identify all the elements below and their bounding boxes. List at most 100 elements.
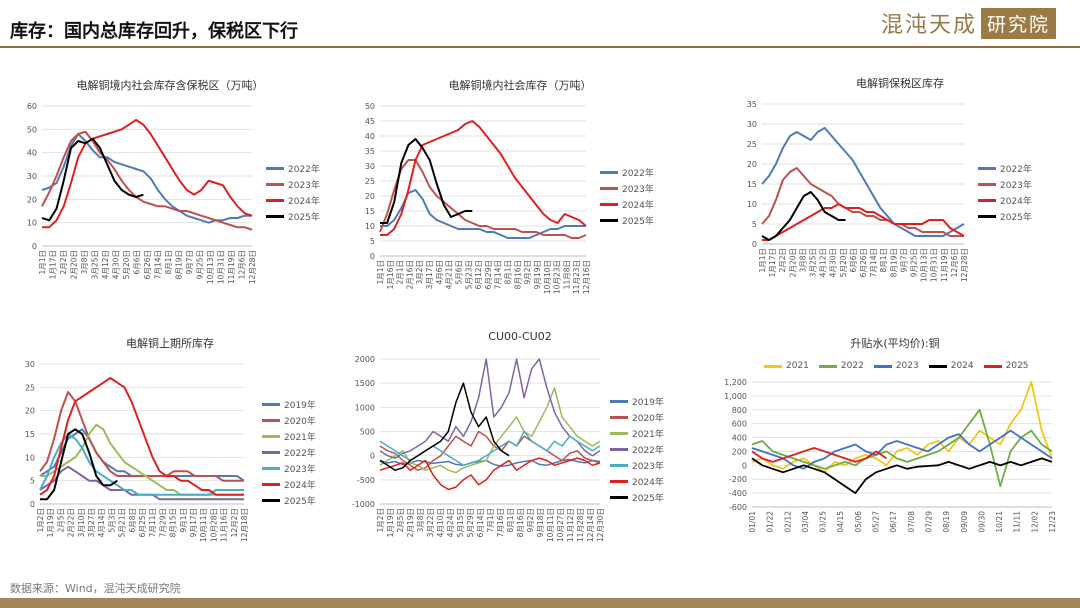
y-tick-label: 1,200 bbox=[724, 378, 747, 387]
legend-item: 2024年 bbox=[266, 192, 320, 208]
series-line bbox=[379, 458, 601, 468]
chart-panel-3: 电解铜保税区库存 0 5 10 15 20 25 30 35 1月1日 1月17日 2月2日 2月20… bbox=[720, 70, 1080, 300]
legend-swatch bbox=[266, 198, 284, 202]
x-tick-label: 3月2日 bbox=[415, 260, 424, 285]
legend-item: 2020年 bbox=[262, 412, 316, 428]
x-tick-label: 9月2日 bbox=[526, 508, 535, 533]
x-tick-label: 5月29日 bbox=[466, 508, 475, 537]
series-line bbox=[751, 447, 888, 463]
series-line bbox=[41, 130, 253, 231]
y-tick-label: 35 bbox=[365, 147, 375, 156]
x-tick-label: 3月8日 bbox=[798, 248, 807, 273]
chart-legend: 2022年 2023年 2024年 2025年 bbox=[600, 164, 654, 228]
header-divider bbox=[0, 46, 1080, 48]
x-tick-label: 12/23 bbox=[1048, 511, 1057, 533]
legend-swatch bbox=[610, 447, 628, 451]
legend-item: 2023年 bbox=[978, 176, 1032, 192]
legend-label: 2020年 bbox=[284, 416, 316, 427]
x-tick-label: 09/30 bbox=[977, 511, 986, 533]
legend-item: 2021 bbox=[764, 358, 809, 374]
y-tick-label: 5 bbox=[370, 237, 375, 246]
y-tick-label: -1000 bbox=[352, 500, 375, 509]
y-tick-label: -400 bbox=[729, 489, 747, 498]
legend-swatch bbox=[600, 218, 618, 222]
brand-logo: 混沌天成 研究院 bbox=[880, 7, 1056, 39]
legend-item: 2024 bbox=[928, 358, 974, 374]
legend-item: 2025年 bbox=[610, 489, 664, 505]
x-tick-label: 07/08 bbox=[907, 511, 916, 533]
legend-label: 2024年 bbox=[284, 480, 316, 491]
legend-swatch bbox=[610, 479, 628, 483]
legend-swatch bbox=[978, 214, 996, 218]
x-tick-label: 1月2日 bbox=[376, 508, 385, 533]
y-tick-label: 0 bbox=[370, 452, 375, 461]
series-line bbox=[41, 137, 144, 222]
y-tick-label: 45 bbox=[365, 117, 375, 126]
legend-item: 2019年 bbox=[262, 396, 316, 412]
x-tick-label: 10月11日 bbox=[199, 508, 208, 542]
series-line bbox=[39, 377, 244, 496]
chart-svg: -600 -400 -200 0 200 400 600 800 1,000 1,200 01/01… bbox=[724, 378, 1057, 533]
legend-swatch bbox=[610, 399, 628, 403]
x-tick-label: 2月2日 bbox=[59, 250, 68, 275]
series-line bbox=[42, 119, 253, 229]
y-tick-label: 10 bbox=[25, 453, 35, 462]
x-tick-label: 9月17日 bbox=[189, 508, 198, 537]
x-tick-label: 4月30日 bbox=[829, 248, 838, 277]
x-tick-label: 4月6日 bbox=[435, 260, 444, 285]
legend-item: 2025年 bbox=[600, 212, 654, 228]
x-tick-label: 11月28日 bbox=[576, 508, 585, 542]
x-tick-label: 4月10日 bbox=[436, 508, 445, 537]
chart-title: 电解铜保税区库存 bbox=[856, 77, 944, 90]
x-tick-label: 6月6日 bbox=[849, 248, 858, 273]
legend-item: 2021年 bbox=[262, 428, 316, 444]
x-tick-label: 05/27 bbox=[872, 511, 881, 533]
x-tick-label: 12月6日 bbox=[950, 248, 959, 277]
x-tick-label: 10月31日 bbox=[930, 248, 939, 282]
legend-label: 2025年 bbox=[284, 496, 316, 507]
chart-svg: -1000 -500 0 500 1000 1500 2000 1月2日 1月19日 2月5日 2月… bbox=[352, 355, 605, 542]
legend-swatch bbox=[978, 166, 996, 170]
chart-panel-2: 电解铜境内社会库存（万吨） 0 5 10 15 20 25 30 35 40 45 50 1月1日 1月… bbox=[340, 72, 700, 302]
legend-item: 2025年 bbox=[262, 492, 316, 508]
series-line bbox=[761, 167, 964, 237]
x-tick-label: 2月20日 bbox=[788, 248, 797, 277]
y-tick-label: -600 bbox=[729, 503, 747, 512]
x-tick-label: 10月13日 bbox=[920, 248, 929, 282]
y-tick-label: 0 bbox=[742, 461, 747, 470]
x-tick-label: 2月19日 bbox=[406, 508, 415, 537]
x-tick-label: 1月1日 bbox=[758, 248, 767, 273]
legend-swatch bbox=[610, 463, 628, 467]
chart-panel-1: 电解铜境内社会库存含保税区（万吨） 0 10 20 30 40 50 60 1月1日 1月17日… bbox=[0, 72, 340, 302]
legend-item: 2025年 bbox=[978, 208, 1032, 224]
y-tick-label: 15 bbox=[25, 430, 35, 439]
logo-main-text: 混沌天成 bbox=[880, 13, 977, 38]
legend-label: 2022 bbox=[840, 361, 864, 371]
x-tick-label: 02/12 bbox=[783, 511, 792, 533]
legend-label: 2023年 bbox=[1000, 180, 1032, 191]
data-source-note: 数据来源：Wind，混沌天成研究院 bbox=[10, 582, 181, 595]
x-tick-label: 2月5日 bbox=[396, 508, 405, 533]
legend-label: 2023年 bbox=[288, 180, 320, 191]
legend-label: 2022年 bbox=[622, 168, 654, 179]
x-tick-label: 4月30日 bbox=[112, 250, 121, 279]
x-tick-label: 10月11日 bbox=[546, 508, 555, 542]
x-tick-label: 11月8日 bbox=[562, 260, 571, 289]
logo-box-text: 研究院 bbox=[980, 7, 1056, 39]
x-tick-label: 8月15日 bbox=[169, 508, 178, 537]
x-tick-label: 9月18日 bbox=[536, 508, 545, 537]
x-tick-label: 6月6日 bbox=[133, 250, 142, 275]
x-tick-label: 1月19日 bbox=[46, 508, 55, 537]
legend-swatch bbox=[600, 170, 618, 174]
x-tick-label: 11月19日 bbox=[227, 250, 236, 284]
x-tick-label: 6月29日 bbox=[484, 260, 493, 289]
y-tick-label: 20 bbox=[747, 160, 757, 169]
x-tick-label: 4月12日 bbox=[819, 248, 828, 277]
x-tick-label: 4月24日 bbox=[446, 508, 455, 537]
y-tick-label: 0 bbox=[752, 240, 757, 249]
x-tick-label: 12月16日 bbox=[582, 260, 591, 294]
x-tick-label: 9月7日 bbox=[185, 250, 194, 275]
x-tick-label: 2月20日 bbox=[70, 250, 79, 279]
x-tick-label: 08/19 bbox=[942, 511, 951, 533]
